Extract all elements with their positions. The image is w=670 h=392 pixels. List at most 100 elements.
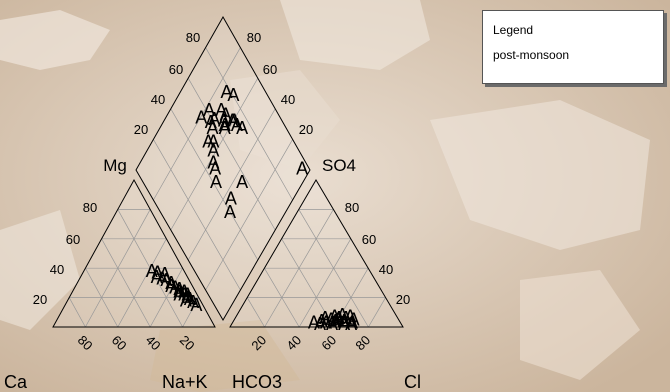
diamond-data-point-12: A	[220, 82, 232, 102]
axis-label-mg: Mg	[103, 156, 127, 175]
anion-data-point-15: A	[333, 308, 345, 328]
cation-data-point-0: A	[146, 261, 158, 281]
diamond-data-point-3: A	[207, 141, 219, 161]
diamond-outline	[135, 15, 311, 321]
legend-title: Legend	[493, 23, 534, 37]
axis-label-hco3: HCO3	[232, 372, 282, 392]
diamond-data-point-10: A	[228, 111, 240, 131]
anion-data-point-7: A	[346, 313, 358, 333]
anion-data-point-14: A	[330, 311, 342, 331]
anion-right-tick-label-20: 20	[396, 292, 410, 307]
axis-label-nak: Na+K	[162, 372, 208, 392]
diamond-data-point-17: A	[231, 115, 243, 135]
diamond-data-point-13: A	[227, 85, 239, 105]
diamond-data-point-7: A	[208, 109, 220, 129]
cation-left-tick-label-40: 40	[50, 262, 64, 277]
cation-triangle-grid-line-3-1	[149, 268, 183, 328]
cation-data-point-10: A	[181, 288, 193, 308]
cation-triangle-grid-line-2-1	[117, 238, 167, 328]
anion-data-point-1: A	[316, 311, 328, 331]
anion-triangle-grid-line-2-1	[298, 238, 352, 328]
cation-triangle-grid-line-4-1	[182, 297, 200, 328]
anion-triangle-grid-line-2-2	[281, 238, 335, 328]
plot-outlines	[52, 15, 404, 328]
anion-data-point-2: A	[319, 308, 331, 328]
anion-data-point-10: A	[326, 314, 338, 334]
anion-bottom-tick-label-80: 80	[352, 332, 373, 353]
diamond-grid-line-b3	[170, 78, 259, 231]
diamond-left-tick-label-20: 20	[134, 122, 148, 137]
cation-triangle-grid-line-3-2	[85, 268, 119, 328]
cation-data-point-3: A	[156, 268, 168, 288]
anion-data-point-6: A	[340, 308, 352, 328]
anion-triangle-outline	[229, 179, 404, 328]
cation-bottom-tick-label-40: 40	[143, 332, 164, 353]
diamond-right-tick-label-40: 40	[281, 92, 295, 107]
diamond-data-point-9: A	[220, 105, 232, 125]
anion-data-point-16: A	[345, 314, 357, 334]
cation-data-point-2: A	[151, 267, 163, 287]
diamond-right-tick-label-80: 80	[247, 30, 261, 45]
diamond-grid-line-a2	[170, 108, 259, 261]
anion-triangle-grid-line-4-1	[368, 297, 386, 328]
anion-bottom-tick-label-60: 60	[318, 332, 339, 353]
diamond-outlier-point-2: A	[236, 172, 248, 192]
cation-triangle-grid-line-2-2	[101, 238, 151, 328]
anion-right-tick-label-80: 80	[345, 200, 359, 215]
diamond-left-tick-label-60: 60	[169, 62, 183, 77]
diamond-grid-line-b2	[187, 108, 276, 261]
cation-bottom-tick-label-60: 60	[109, 332, 130, 353]
anion-data-point-0: A	[308, 313, 320, 333]
diamond-data-point-1: A	[209, 159, 221, 179]
axis-label-ca: Ca	[4, 372, 28, 392]
diamond-data-point-15: A	[218, 111, 230, 131]
diamond-data-point-19: A	[205, 112, 217, 132]
diamond-grid-line-a4	[205, 47, 293, 201]
diamond-grid-line-a3	[187, 78, 276, 231]
legend: Legend post-monsoon	[482, 10, 664, 84]
cation-data-point-17: A	[180, 291, 192, 311]
diamond-outlier-point-4: A	[224, 202, 236, 222]
diamond-outlier-point-1: A	[195, 108, 207, 128]
anion-data-point-3: A	[329, 313, 341, 333]
anion-triangle-grid-line-3-2	[264, 268, 300, 328]
diamond-data-point-4: A	[207, 132, 219, 152]
cation-left-tick-label-20: 20	[33, 292, 47, 307]
anion-bottom-tick-label-20: 20	[248, 332, 269, 353]
diamond-data-point-8: A	[219, 115, 231, 135]
cation-data-point-4: A	[160, 270, 172, 290]
anion-data-point-18: A	[325, 310, 337, 330]
anion-data-point-12: A	[348, 310, 360, 330]
diamond-outlier-point-5: A	[296, 159, 308, 179]
cation-left-tick-label-60: 60	[66, 232, 80, 247]
cation-data-point-15: A	[173, 285, 185, 305]
diamond-data-point-5: A	[202, 132, 214, 152]
legend-entry-post-monsoon: post-monsoon	[493, 48, 570, 62]
anion-data-point-13: A	[336, 305, 348, 325]
diamond-data-point-0: A	[210, 172, 222, 192]
anion-triangle-grid-line-3-1	[333, 268, 369, 328]
cation-bottom-tick-label-80: 80	[75, 332, 96, 353]
cation-bottom-tick-label-20: 20	[177, 332, 198, 353]
diamond-left-tick-label-80: 80	[186, 30, 200, 45]
cation-left-tick-label-80: 80	[83, 200, 97, 215]
anion-data-point-19: A	[344, 307, 356, 327]
diamond-data-point-18: A	[227, 111, 239, 131]
diamond-data-point-16: A	[215, 100, 227, 120]
anion-data-point-17: A	[320, 313, 332, 333]
diamond-grid-line-b4	[153, 47, 241, 201]
grid-lines	[68, 47, 386, 328]
cation-data-point-19: A	[165, 276, 177, 296]
cation-triangle-grid-line-4-2	[68, 297, 86, 328]
cation-data-point-5: A	[159, 264, 171, 284]
diamond-data-point-6: A	[207, 118, 219, 138]
cation-data-point-18: A	[181, 285, 193, 305]
anion-data-point-8: A	[329, 307, 341, 327]
diamond-right-tick-label-20: 20	[299, 122, 313, 137]
anion-bottom-tick-label-40: 40	[283, 332, 304, 353]
diamond-data-point-2: A	[207, 153, 219, 173]
axis-label-so4: SO4	[322, 156, 356, 175]
